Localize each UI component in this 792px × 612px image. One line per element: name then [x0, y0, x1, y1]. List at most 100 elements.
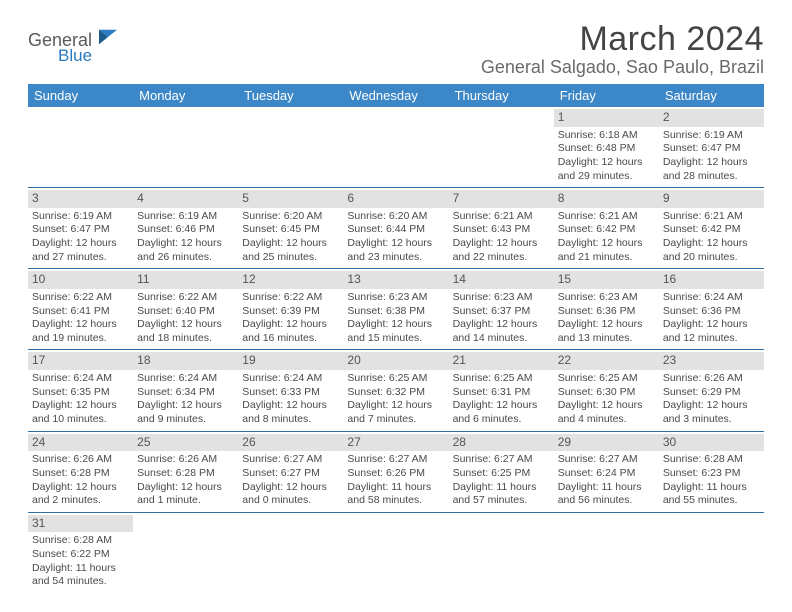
day-detail: Sunset: 6:46 PM [137, 223, 234, 237]
day-detail: Sunrise: 6:27 AM [558, 453, 655, 467]
calendar-row: 3Sunrise: 6:19 AMSunset: 6:47 PMDaylight… [28, 188, 764, 269]
title-block: March 2024 General Salgado, Sao Paulo, B… [481, 20, 764, 78]
day-number: 23 [659, 352, 764, 370]
day-detail: and 9 minutes. [137, 413, 234, 427]
day-detail: Sunrise: 6:23 AM [558, 291, 655, 305]
calendar-cell [238, 512, 343, 593]
day-detail: and 20 minutes. [663, 251, 760, 265]
calendar-cell [133, 512, 238, 593]
day-detail: Sunset: 6:30 PM [558, 386, 655, 400]
day-detail: and 21 minutes. [558, 251, 655, 265]
day-detail: Sunset: 6:41 PM [32, 305, 129, 319]
calendar-cell: 13Sunrise: 6:23 AMSunset: 6:38 PMDayligh… [343, 269, 448, 350]
day-detail: Daylight: 12 hours [242, 318, 339, 332]
day-detail: Sunset: 6:24 PM [558, 467, 655, 481]
day-detail: Daylight: 12 hours [663, 237, 760, 251]
calendar-cell: 14Sunrise: 6:23 AMSunset: 6:37 PMDayligh… [449, 269, 554, 350]
calendar-cell: 25Sunrise: 6:26 AMSunset: 6:28 PMDayligh… [133, 431, 238, 512]
day-number: 21 [449, 352, 554, 370]
day-detail: Sunrise: 6:22 AM [242, 291, 339, 305]
day-detail: Sunrise: 6:23 AM [347, 291, 444, 305]
day-detail: Sunrise: 6:21 AM [663, 210, 760, 224]
day-detail: and 29 minutes. [558, 170, 655, 184]
location: General Salgado, Sao Paulo, Brazil [481, 57, 764, 78]
calendar-cell: 30Sunrise: 6:28 AMSunset: 6:23 PMDayligh… [659, 431, 764, 512]
day-detail: Sunrise: 6:19 AM [32, 210, 129, 224]
day-detail: Sunrise: 6:21 AM [453, 210, 550, 224]
day-detail: Daylight: 12 hours [663, 156, 760, 170]
day-number: 9 [659, 190, 764, 208]
calendar-cell [554, 512, 659, 593]
day-number: 24 [28, 434, 133, 452]
day-detail: Sunset: 6:36 PM [663, 305, 760, 319]
day-detail: Sunset: 6:40 PM [137, 305, 234, 319]
logo: General Blue [28, 20, 119, 64]
calendar-cell [238, 107, 343, 188]
day-detail: Sunset: 6:43 PM [453, 223, 550, 237]
day-number: 27 [343, 434, 448, 452]
month-title: March 2024 [481, 20, 764, 59]
day-detail: Daylight: 12 hours [558, 156, 655, 170]
header-row: Sunday Monday Tuesday Wednesday Thursday… [28, 84, 764, 107]
calendar-cell [28, 107, 133, 188]
calendar-cell [343, 107, 448, 188]
day-detail: Daylight: 12 hours [137, 399, 234, 413]
day-detail: and 12 minutes. [663, 332, 760, 346]
calendar-cell: 31Sunrise: 6:28 AMSunset: 6:22 PMDayligh… [28, 512, 133, 593]
day-detail: Sunrise: 6:20 AM [347, 210, 444, 224]
logo-text: General Blue [28, 28, 119, 64]
calendar-cell: 12Sunrise: 6:22 AMSunset: 6:39 PMDayligh… [238, 269, 343, 350]
col-friday: Friday [554, 84, 659, 107]
day-detail: Daylight: 12 hours [347, 318, 444, 332]
calendar-cell: 28Sunrise: 6:27 AMSunset: 6:25 PMDayligh… [449, 431, 554, 512]
day-number: 5 [238, 190, 343, 208]
day-detail: Sunrise: 6:25 AM [347, 372, 444, 386]
day-detail: Sunset: 6:28 PM [32, 467, 129, 481]
day-detail: Sunrise: 6:24 AM [242, 372, 339, 386]
day-detail: Sunset: 6:47 PM [663, 142, 760, 156]
day-detail: and 54 minutes. [32, 575, 129, 589]
day-detail: Daylight: 12 hours [32, 481, 129, 495]
day-number: 14 [449, 271, 554, 289]
day-number: 17 [28, 352, 133, 370]
calendar-cell: 10Sunrise: 6:22 AMSunset: 6:41 PMDayligh… [28, 269, 133, 350]
day-number: 15 [554, 271, 659, 289]
day-detail: and 3 minutes. [663, 413, 760, 427]
day-number: 2 [659, 109, 764, 127]
day-detail: Daylight: 12 hours [453, 399, 550, 413]
calendar-cell: 1 Sunrise: 6:18 AMSunset: 6:48 PMDaylight… [554, 107, 659, 188]
calendar-row: 24Sunrise: 6:26 AMSunset: 6:28 PMDayligh… [28, 431, 764, 512]
day-number: 19 [238, 352, 343, 370]
calendar-cell: 16Sunrise: 6:24 AMSunset: 6:36 PMDayligh… [659, 269, 764, 350]
calendar-cell: 8Sunrise: 6:21 AMSunset: 6:42 PMDaylight… [554, 188, 659, 269]
calendar-cell: 5Sunrise: 6:20 AMSunset: 6:45 PMDaylight… [238, 188, 343, 269]
calendar-cell: 21Sunrise: 6:25 AMSunset: 6:31 PMDayligh… [449, 350, 554, 431]
calendar-cell: 18Sunrise: 6:24 AMSunset: 6:34 PMDayligh… [133, 350, 238, 431]
day-detail: Daylight: 12 hours [663, 399, 760, 413]
calendar-cell: 7Sunrise: 6:21 AMSunset: 6:43 PMDaylight… [449, 188, 554, 269]
day-detail: and 15 minutes. [347, 332, 444, 346]
day-detail: Sunrise: 6:24 AM [137, 372, 234, 386]
day-detail: Daylight: 12 hours [663, 318, 760, 332]
day-detail: and 0 minutes. [242, 494, 339, 508]
day-detail: Daylight: 11 hours [558, 481, 655, 495]
calendar-cell: 24Sunrise: 6:26 AMSunset: 6:28 PMDayligh… [28, 431, 133, 512]
day-detail: Sunrise: 6:18 AM [558, 129, 655, 143]
day-detail: Daylight: 12 hours [32, 399, 129, 413]
day-detail: and 8 minutes. [242, 413, 339, 427]
day-detail: Sunset: 6:45 PM [242, 223, 339, 237]
day-detail: and 58 minutes. [347, 494, 444, 508]
day-detail: and 22 minutes. [453, 251, 550, 265]
calendar-cell: 20Sunrise: 6:25 AMSunset: 6:32 PMDayligh… [343, 350, 448, 431]
day-detail: and 25 minutes. [242, 251, 339, 265]
day-detail: Sunset: 6:42 PM [663, 223, 760, 237]
day-detail: Sunset: 6:48 PM [558, 142, 655, 156]
day-detail: Daylight: 12 hours [32, 318, 129, 332]
day-detail: and 55 minutes. [663, 494, 760, 508]
calendar-table: Sunday Monday Tuesday Wednesday Thursday… [28, 84, 764, 593]
day-number: 1 [554, 109, 659, 127]
day-detail: Sunset: 6:44 PM [347, 223, 444, 237]
calendar-row: 10Sunrise: 6:22 AMSunset: 6:41 PMDayligh… [28, 269, 764, 350]
day-detail: Sunrise: 6:19 AM [663, 129, 760, 143]
day-number: 12 [238, 271, 343, 289]
